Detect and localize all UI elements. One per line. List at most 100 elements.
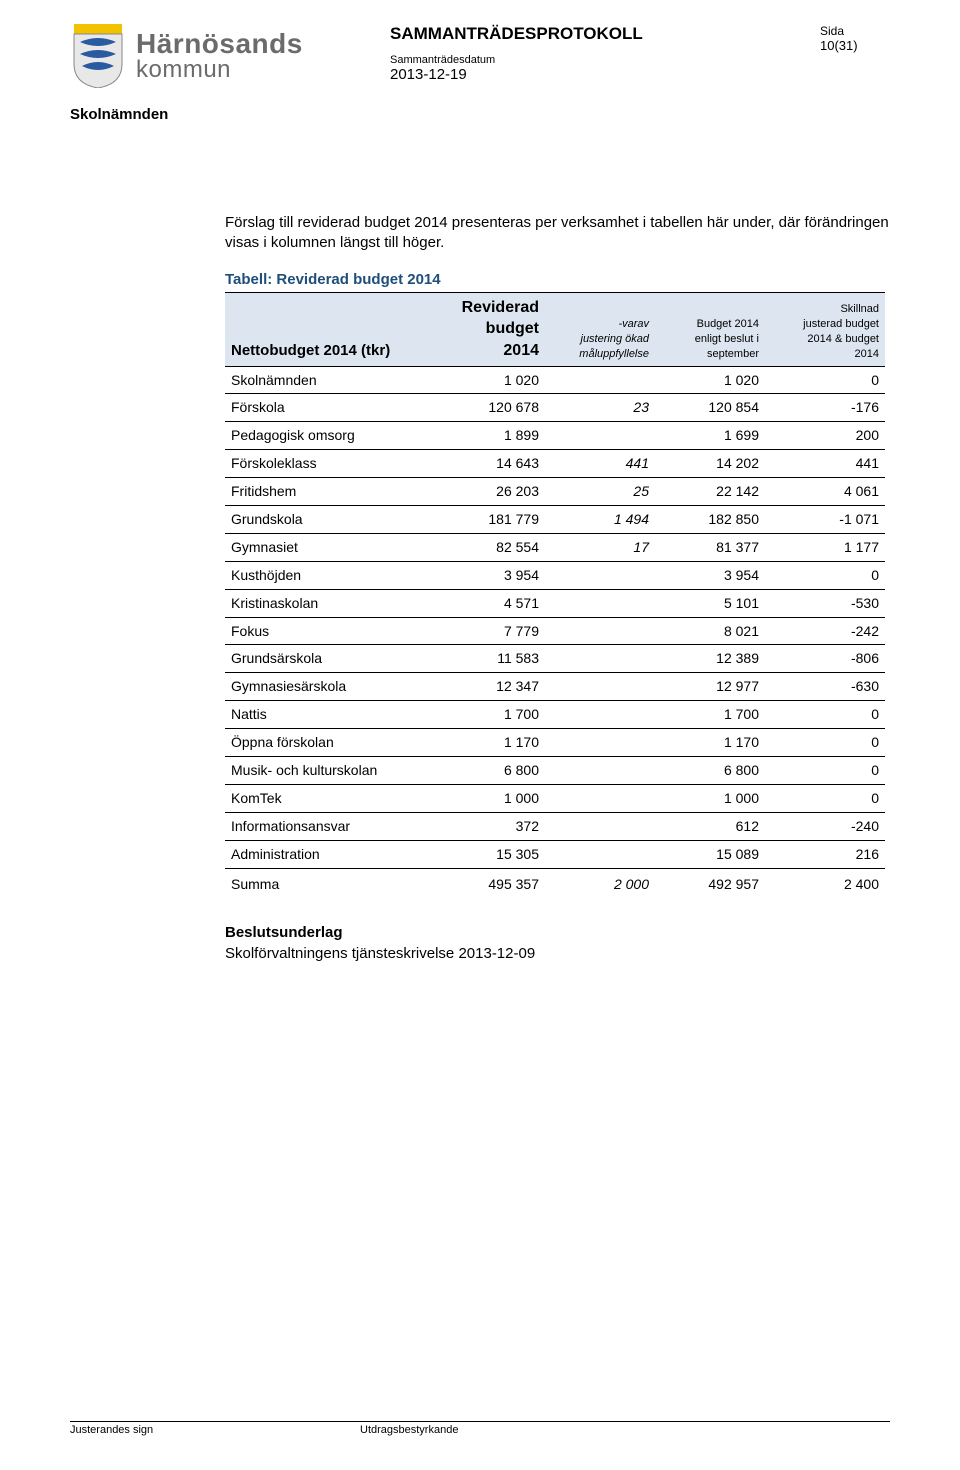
- date-label: Sammanträdesdatum: [390, 54, 820, 66]
- row-varav: [545, 757, 655, 785]
- row-skillnad: 0: [765, 366, 885, 394]
- col-header-netto: Nettobudget 2014 (tkr): [225, 292, 435, 366]
- row-reviderad: 120 678: [435, 394, 545, 422]
- col-h1-l3: 2014: [503, 342, 539, 359]
- row-reviderad: 181 779: [435, 505, 545, 533]
- col-h3-l1: Budget 2014: [661, 317, 759, 332]
- row-skillnad: 0: [765, 701, 885, 729]
- row-budget: 1 000: [655, 784, 765, 812]
- table-row: Förskoleklass14 64344114 202441: [225, 450, 885, 478]
- row-label: Kusthöjden: [225, 561, 435, 589]
- row-budget: 3 954: [655, 561, 765, 589]
- row-varav: 441: [545, 450, 655, 478]
- col-header-varav: -varav justering ökad måluppfyllelse: [545, 292, 655, 366]
- row-budget: 12 389: [655, 645, 765, 673]
- row-reviderad: 3 954: [435, 561, 545, 589]
- kommun-sub: kommun: [136, 58, 303, 82]
- row-budget: 1 020: [655, 366, 765, 394]
- row-varav: 25: [545, 478, 655, 506]
- row-label: Fritidshem: [225, 478, 435, 506]
- row-skillnad: -240: [765, 812, 885, 840]
- page-header: Härnösands kommun SAMMANTRÄDESPROTOKOLL …: [70, 24, 890, 88]
- row-skillnad: 0: [765, 757, 885, 785]
- row-reviderad: 6 800: [435, 757, 545, 785]
- sum-cell: 2 000: [545, 868, 655, 897]
- row-label: Grundskola: [225, 505, 435, 533]
- sum-cell: 2 400: [765, 868, 885, 897]
- col-h1-l2: budget: [486, 320, 539, 337]
- row-label: Skolnämnden: [225, 366, 435, 394]
- row-budget: 14 202: [655, 450, 765, 478]
- row-skillnad: -530: [765, 589, 885, 617]
- row-reviderad: 11 583: [435, 645, 545, 673]
- row-label: Musik- och kulturskolan: [225, 757, 435, 785]
- table-title: Tabell: Reviderad budget 2014: [225, 270, 890, 290]
- col-h2-l2: justering ökad: [551, 332, 649, 347]
- row-varav: [545, 840, 655, 868]
- row-budget: 81 377: [655, 533, 765, 561]
- sida-label: Sida: [820, 24, 890, 38]
- table-row: Administration15 30515 089216: [225, 840, 885, 868]
- center-header: SAMMANTRÄDESPROTOKOLL Sammanträdesdatum …: [390, 24, 820, 83]
- row-varav: [545, 589, 655, 617]
- row-skillnad: 441: [765, 450, 885, 478]
- row-label: Gymnasiet: [225, 533, 435, 561]
- row-varav: [545, 784, 655, 812]
- table-row: Fritidshem26 2032522 1424 061: [225, 478, 885, 506]
- table-row: Grundsärskola11 58312 389-806: [225, 645, 885, 673]
- row-varav: [545, 701, 655, 729]
- row-budget: 1 170: [655, 729, 765, 757]
- row-label: Förskola: [225, 394, 435, 422]
- row-varav: [545, 729, 655, 757]
- row-varav: 17: [545, 533, 655, 561]
- sum-cell: 495 357: [435, 868, 545, 897]
- row-reviderad: 4 571: [435, 589, 545, 617]
- row-varav: [545, 366, 655, 394]
- table-row: Nattis1 7001 7000: [225, 701, 885, 729]
- row-skillnad: 4 061: [765, 478, 885, 506]
- row-varav: [545, 812, 655, 840]
- table-row: Informationsansvar372612-240: [225, 812, 885, 840]
- row-budget: 120 854: [655, 394, 765, 422]
- crest-icon: [70, 24, 126, 88]
- row-varav: [545, 561, 655, 589]
- beslut-text: Skolförvaltningens tjänsteskrivelse 2013…: [225, 944, 890, 964]
- row-budget: 5 101: [655, 589, 765, 617]
- row-varav: 1 494: [545, 505, 655, 533]
- row-label: Informationsansvar: [225, 812, 435, 840]
- table-row: KomTek1 0001 0000: [225, 784, 885, 812]
- col-header-budget2014: Budget 2014 enligt beslut i september: [655, 292, 765, 366]
- row-reviderad: 1 700: [435, 701, 545, 729]
- col-h2-l3: måluppfyllelse: [551, 347, 649, 362]
- row-skillnad: 200: [765, 422, 885, 450]
- row-skillnad: -1 071: [765, 505, 885, 533]
- table-row: Skolnämnden1 0201 0200: [225, 366, 885, 394]
- table-row: Kusthöjden3 9543 9540: [225, 561, 885, 589]
- table-row: Gymnasiet82 5541781 3771 177: [225, 533, 885, 561]
- row-reviderad: 26 203: [435, 478, 545, 506]
- row-reviderad: 7 779: [435, 617, 545, 645]
- committee-name: Skolnämnden: [70, 106, 890, 123]
- row-varav: [545, 617, 655, 645]
- col-h3-l2: enligt beslut i: [661, 332, 759, 347]
- table-row: Musik- och kulturskolan6 8006 8000: [225, 757, 885, 785]
- col-h4-l1: Skillnad: [771, 302, 879, 317]
- row-label: Nattis: [225, 701, 435, 729]
- row-label: Kristinaskolan: [225, 589, 435, 617]
- row-reviderad: 12 347: [435, 673, 545, 701]
- row-varav: [545, 645, 655, 673]
- table-row: Fokus7 7798 021-242: [225, 617, 885, 645]
- beslut-heading: Beslutsunderlag: [225, 923, 890, 943]
- row-skillnad: -176: [765, 394, 885, 422]
- row-budget: 1 700: [655, 701, 765, 729]
- row-reviderad: 15 305: [435, 840, 545, 868]
- row-budget: 182 850: [655, 505, 765, 533]
- col-h3-l3: september: [661, 347, 759, 362]
- row-skillnad: 0: [765, 561, 885, 589]
- row-budget: 6 800: [655, 757, 765, 785]
- row-label: Förskoleklass: [225, 450, 435, 478]
- row-budget: 15 089: [655, 840, 765, 868]
- row-varav: [545, 673, 655, 701]
- intro-paragraph: Förslag till reviderad budget 2014 prese…: [225, 213, 890, 254]
- page-footer: Justerandes sign Utdragsbestyrkande: [70, 1421, 890, 1436]
